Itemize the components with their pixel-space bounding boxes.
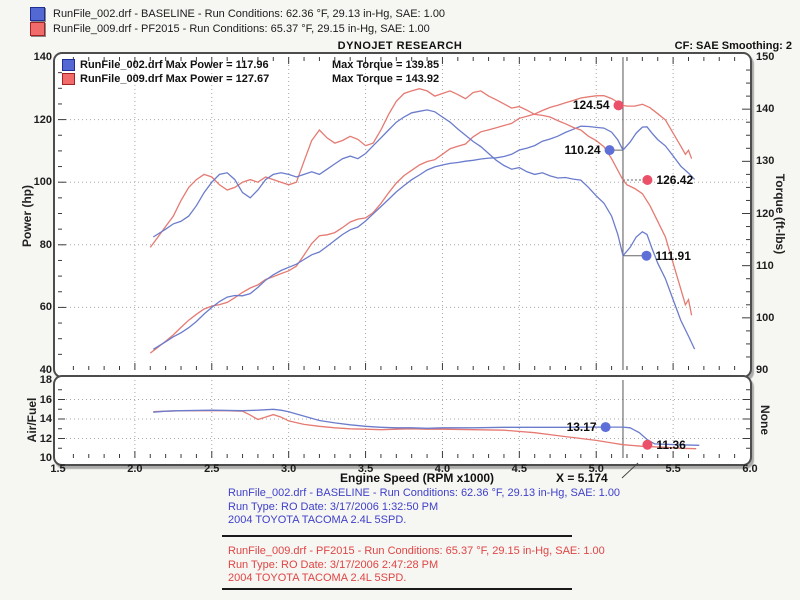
baseline-airfuel-curve [153, 408, 700, 446]
rpm-tick-3.5: 3.5 [357, 463, 374, 475]
right-lower-axis-title: None [758, 405, 772, 435]
rpm-tick-3.0: 3.0 [281, 463, 297, 475]
value-callout-13.17: 13.17 [566, 420, 597, 435]
airfuel-tick-10: 10 [39, 452, 52, 464]
power-tick-100: 100 [33, 176, 52, 189]
baseline-run-conditions: RunFile_002.drf - BASELINE - Run Conditi… [53, 7, 446, 20]
rpm-tick-6.0: 6.0 [742, 463, 758, 475]
cursor-readout: X = 5.174 [556, 471, 608, 485]
value-callout-11.36: 11.36 [656, 437, 686, 452]
callout-dot [604, 145, 615, 156]
torque-tick-130: 130 [756, 155, 775, 168]
power-torque-plot [58, 57, 750, 370]
rpm-tick-2.0: 2.0 [127, 463, 143, 475]
legend-row-baseline: RunFile_002.drf - BASELINE - Run Conditi… [30, 6, 445, 21]
value-callout-126.42: 126.42 [656, 173, 694, 187]
airfuel-tick-18: 18 [39, 374, 52, 386]
rpm-tick-4.0: 4.0 [434, 463, 451, 475]
pf2015-airfuel-curve [153, 410, 697, 450]
pf2015-run-summary: RunFile_009.drf - PF2015 - Run Condition… [228, 545, 648, 586]
pf2015-run-conditions: RunFile_009.drf - PF2015 - Run Condition… [53, 22, 430, 35]
pf2015-max-torque: Max Torque = 143.92 [332, 73, 440, 85]
baseline-torque-curve [152, 109, 696, 350]
baseline-run-summary: RunFile_002.drf - BASELINE - Run Conditi… [228, 487, 648, 528]
power-tick-140: 140 [33, 51, 52, 63]
airfuel-panel [53, 375, 752, 466]
pf2015-torque-curve [149, 88, 693, 316]
run-summary-line: Run Type: RO Date: 3/17/2006 1:32:50 PM [228, 500, 439, 513]
power-tick-60: 60 [39, 301, 52, 314]
callout-dot [642, 439, 653, 450]
airfuel-tick-16: 16 [39, 393, 52, 406]
max-values-legend: RunFile_002.drf Max Power = 117.96 Max T… [62, 58, 439, 86]
baseline-max-torque: Max Torque = 139.85 [332, 59, 440, 71]
rpm-tick-5.5: 5.5 [665, 463, 681, 475]
x-axis-title: Engine Speed (RPM x1000) [340, 471, 495, 485]
separator-rule [222, 535, 572, 537]
value-callout-110.24: 110.24 [564, 143, 601, 158]
run-summary-line: Run Type: RO Date: 3/17/2006 2:47:28 PM [228, 558, 439, 571]
baseline-max-power: RunFile_002.drf Max Power = 117.96 [80, 59, 269, 71]
run-summary-line: 2004 TOYOTA TACOMA 2.4L 5SPD. [228, 514, 407, 526]
value-callout-111.91: 111.91 [655, 248, 691, 263]
callout-dot [641, 250, 652, 261]
rpm-tick-5.0: 5.0 [588, 463, 604, 475]
callout-dot [600, 422, 611, 433]
rpm-tick-2.5: 2.5 [204, 463, 220, 475]
legend-row-pf2015: RunFile_009.drf - PF2015 - Run Condition… [30, 21, 445, 36]
baseline-color-swatch [62, 59, 75, 71]
run-summary-line: 2004 TOYOTA TACOMA 2.4L 5SPD. [228, 572, 407, 584]
max-values-baseline: RunFile_002.drf Max Power = 117.96 Max T… [62, 58, 439, 72]
power-tick-120: 120 [33, 113, 52, 126]
torque-tick-90: 90 [756, 364, 769, 376]
power-tick-40: 40 [39, 364, 52, 376]
power-tick-80: 80 [39, 238, 52, 251]
run-conditions-legend: RunFile_002.drf - BASELINE - Run Conditi… [30, 6, 445, 36]
correction-smoothing-label: CF: SAE Smoothing: 2 [674, 40, 792, 52]
value-callout-124.54: 124.54 [572, 98, 610, 113]
run-summary-line: RunFile_009.drf - PF2015 - Run Condition… [228, 545, 605, 557]
baseline-color-swatch [30, 6, 45, 21]
cursor-pointer-line [621, 462, 639, 479]
page-title: DYNOJET RESEARCH [337, 40, 463, 52]
pf2015-power-curve [149, 94, 693, 354]
torque-tick-100: 100 [756, 311, 775, 324]
separator-rule [222, 588, 572, 590]
max-values-pf2015: RunFile_009.drf Max Power = 127.67 Max T… [62, 72, 439, 86]
torque-tick-140: 140 [756, 103, 775, 116]
pf2015-max-power: RunFile_009.drf Max Power = 127.67 [80, 73, 270, 85]
airfuel-plot [58, 380, 750, 458]
airfuel-tick-14: 14 [39, 413, 52, 425]
rpm-tick-4.5: 4.5 [511, 463, 527, 475]
pf2015-color-swatch [62, 73, 75, 85]
callout-dot [613, 100, 624, 111]
rpm-tick-1.5: 1.5 [50, 463, 66, 475]
torque-tick-120: 120 [756, 207, 775, 220]
torque-tick-150: 150 [756, 51, 775, 63]
airfuel-tick-12: 12 [39, 432, 52, 445]
torque-tick-110: 110 [756, 259, 774, 272]
callout-dot [642, 175, 653, 186]
run-summary-line: RunFile_002.drf - BASELINE - Run Conditi… [228, 487, 621, 499]
pf2015-color-swatch [30, 21, 45, 36]
baseline-power-curve [152, 125, 696, 350]
